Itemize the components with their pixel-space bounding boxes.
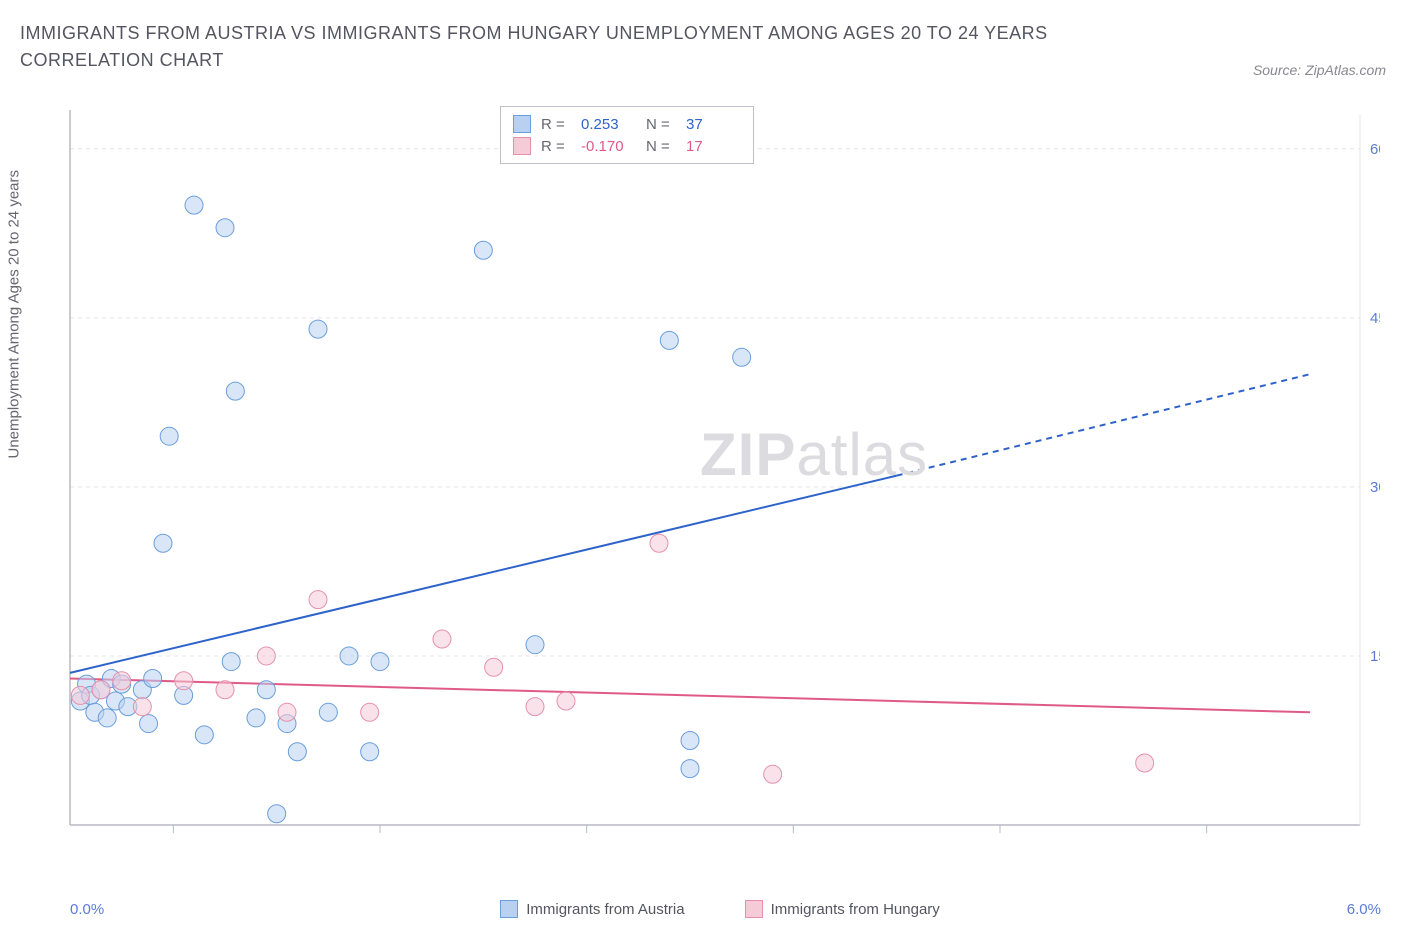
legend-item-austria: Immigrants from Austria: [500, 900, 684, 918]
svg-text:30.0%: 30.0%: [1370, 479, 1380, 496]
stats-row-hungary: R = -0.170 N = 17: [513, 135, 741, 157]
bottom-legend: Immigrants from Austria Immigrants from …: [60, 900, 1380, 918]
svg-text:45.0%: 45.0%: [1370, 310, 1380, 327]
svg-text:60.0%: 60.0%: [1370, 141, 1380, 158]
swatch-austria: [513, 115, 531, 133]
svg-text:15.0%: 15.0%: [1370, 648, 1380, 665]
r-label: R =: [541, 116, 571, 133]
r-label: R =: [541, 138, 571, 155]
chart-area: 15.0% 30.0% 45.0% 60.0%: [60, 105, 1380, 855]
r-value-austria: 0.253: [581, 116, 636, 133]
n-value-hungary: 17: [686, 138, 741, 155]
legend-swatch-hungary: [745, 900, 763, 918]
n-value-austria: 37: [686, 116, 741, 133]
y-axis-label: Unemployment Among Ages 20 to 24 years: [6, 170, 23, 459]
x-axis-max: 6.0%: [1347, 901, 1381, 918]
r-value-hungary: -0.170: [581, 138, 636, 155]
scatter-plot: 15.0% 30.0% 45.0% 60.0%: [60, 105, 1380, 855]
legend-label-hungary: Immigrants from Hungary: [771, 901, 940, 918]
legend-swatch-austria: [500, 900, 518, 918]
legend-item-hungary: Immigrants from Hungary: [745, 900, 940, 918]
n-label: N =: [646, 116, 676, 133]
source-attribution: Source: ZipAtlas.com: [1253, 62, 1386, 78]
legend-label-austria: Immigrants from Austria: [526, 901, 684, 918]
stats-row-austria: R = 0.253 N = 37: [513, 113, 741, 135]
n-label: N =: [646, 138, 676, 155]
stats-legend: R = 0.253 N = 37 R = -0.170 N = 17: [500, 106, 754, 164]
swatch-hungary: [513, 137, 531, 155]
chart-title: IMMIGRANTS FROM AUSTRIA VS IMMIGRANTS FR…: [20, 20, 1120, 74]
